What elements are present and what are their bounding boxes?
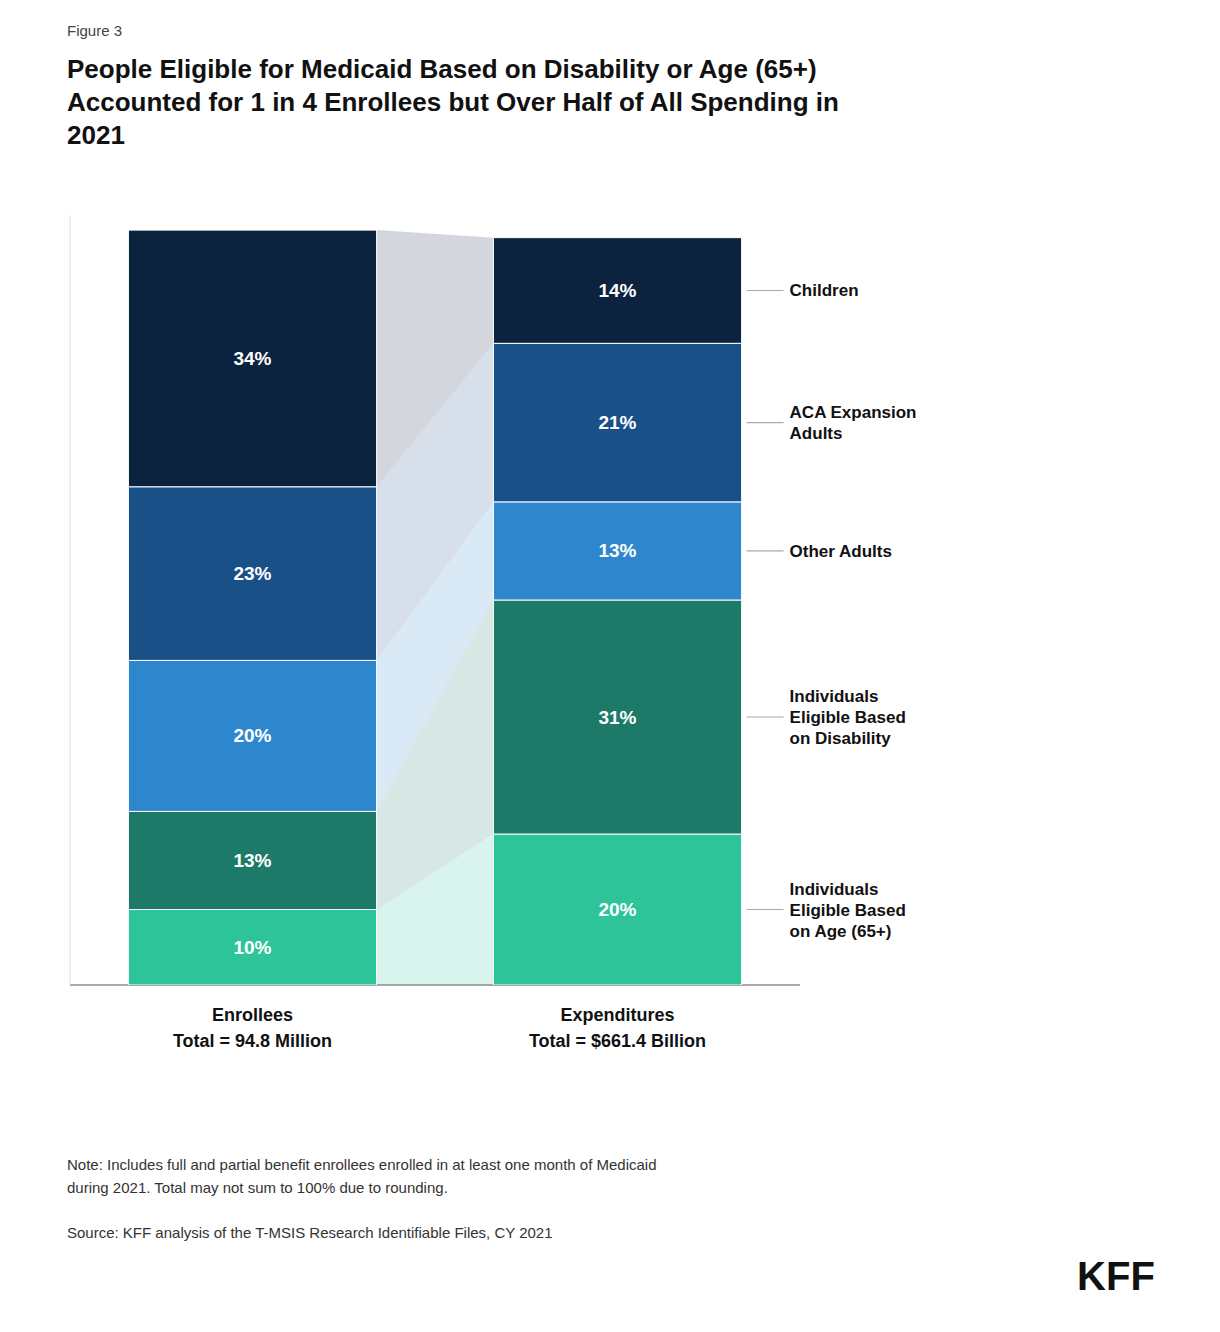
connector [377,230,494,487]
data-label: 20% [598,899,636,920]
leader-line [747,550,784,551]
category-total: Total = 94.8 Million [173,1031,332,1051]
leader-line [747,290,784,291]
data-label: 34% [233,348,271,369]
bar-segment [128,910,376,985]
title: People Eligible for Medicaid Based on Di… [67,54,839,150]
category-label: Expenditures [560,1005,674,1025]
legend-label: Children [790,281,859,300]
figure-label: Figure 3 [67,22,122,39]
plot-marks [128,230,741,985]
data-label: 31% [598,707,636,728]
data-label: 20% [233,725,271,746]
leader-line [747,909,784,910]
legend-label: IndividualsEligible Basedon Disability [790,687,906,748]
credit: KFF [1077,1254,1155,1298]
data-labels: 10% 20% 13% 31% 20% 13% 23% 21% 34% 14% [233,280,636,958]
bar-segment [493,238,741,344]
bars [128,230,741,985]
data-label: 13% [233,850,271,871]
bar-segment [493,502,741,600]
leader-line [747,422,784,423]
note: Note: Includes full and partial benefit … [67,1156,657,1196]
bar-segment [128,660,376,811]
category-total: Total = $661.4 Billion [529,1031,706,1051]
data-label: 14% [598,280,636,301]
source: Source: KFF analysis of the T-MSIS Resea… [67,1224,553,1241]
data-label: 10% [233,937,271,958]
leader-line [747,716,784,717]
bar-segment [128,811,376,909]
bar-segment [493,343,741,502]
legend-label: Other Adults [790,541,892,560]
legend-label: IndividualsEligible Basedon Age (65+) [790,879,906,940]
bar-segment [493,834,741,985]
data-label: 13% [598,540,636,561]
bar-segment [128,230,376,487]
bar-segment [128,487,376,661]
y-axis-line [70,215,71,985]
connectors [377,230,494,985]
data-label: 21% [598,412,636,433]
legend-label: ACA ExpansionAdults [790,403,917,443]
data-label: 23% [233,563,271,584]
legend: Children ACA ExpansionAdults Other Adults I… [747,281,917,940]
category-label: Enrollees [212,1005,293,1025]
bar-segment [493,600,741,834]
chart: Figure 3 People Eligible for Medicaid Bas… [0,0,1220,1332]
